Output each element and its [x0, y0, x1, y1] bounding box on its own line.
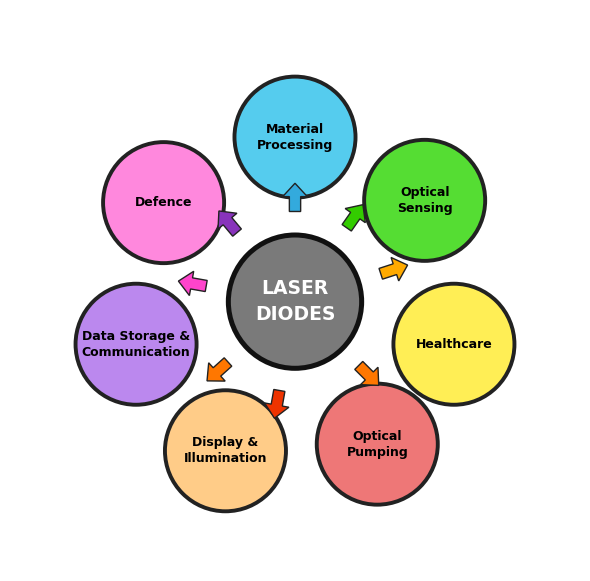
Polygon shape	[379, 257, 408, 281]
Circle shape	[237, 78, 353, 196]
Text: LASER
DIODES: LASER DIODES	[255, 279, 335, 324]
Polygon shape	[342, 205, 365, 231]
Circle shape	[105, 144, 222, 261]
Text: Defence: Defence	[135, 196, 192, 209]
Circle shape	[315, 382, 440, 507]
Circle shape	[74, 282, 199, 407]
Circle shape	[395, 286, 513, 403]
Circle shape	[232, 74, 358, 200]
Text: Display &
Illumination: Display & Illumination	[183, 436, 267, 465]
Polygon shape	[355, 361, 379, 385]
Circle shape	[163, 388, 288, 513]
Text: Material
Processing: Material Processing	[257, 123, 333, 152]
Polygon shape	[283, 183, 307, 211]
Polygon shape	[178, 271, 207, 296]
Polygon shape	[265, 389, 289, 418]
Polygon shape	[218, 211, 241, 236]
Text: Optical
Sensing: Optical Sensing	[397, 186, 453, 215]
Circle shape	[77, 286, 195, 403]
Circle shape	[226, 232, 364, 371]
Circle shape	[231, 238, 359, 366]
Circle shape	[362, 138, 487, 263]
Circle shape	[167, 392, 284, 510]
Circle shape	[101, 140, 226, 265]
Text: Data Storage &
Communication: Data Storage & Communication	[81, 330, 191, 358]
Circle shape	[391, 282, 516, 407]
Polygon shape	[207, 358, 232, 381]
Text: Healthcare: Healthcare	[415, 338, 492, 351]
Circle shape	[366, 142, 483, 259]
Circle shape	[319, 386, 436, 503]
Text: Optical
Pumping: Optical Pumping	[346, 430, 408, 458]
